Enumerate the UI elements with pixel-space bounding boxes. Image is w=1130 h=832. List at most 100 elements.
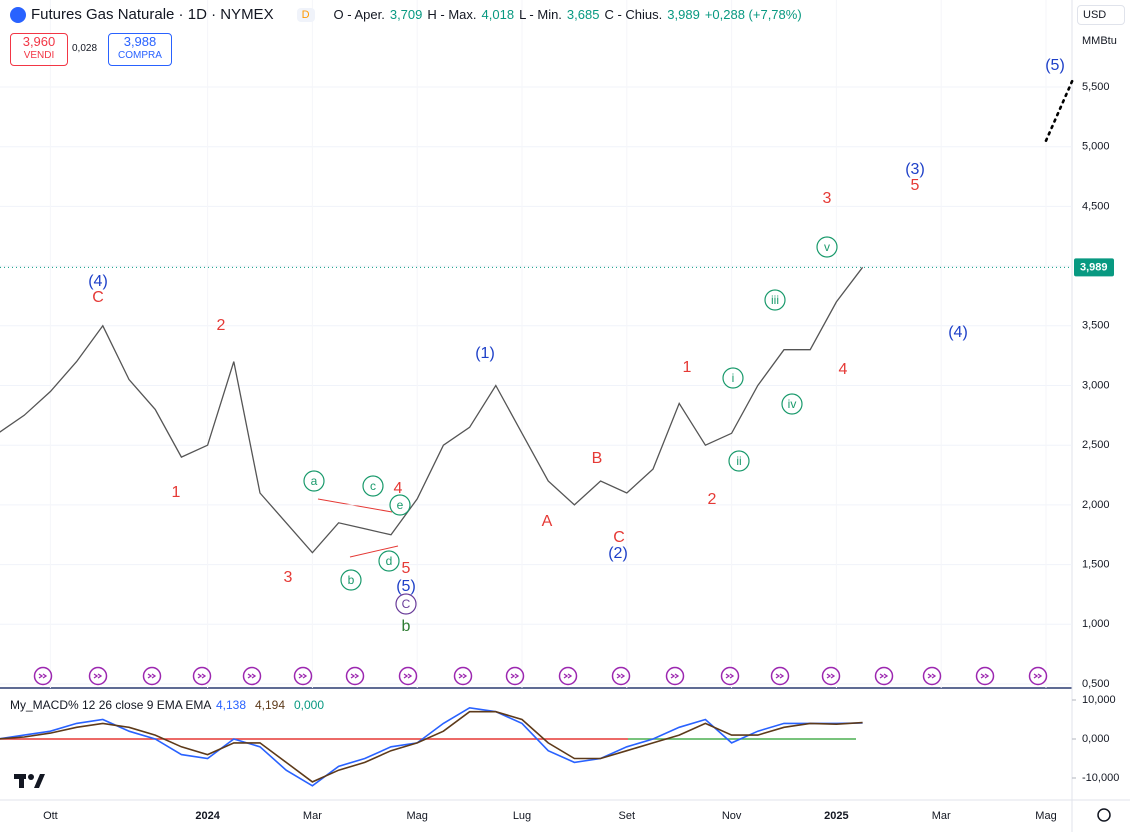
header: Futures Gas Naturale · 1D · NYMEX D O - … <box>10 6 802 23</box>
event-icon-arrow <box>93 673 103 679</box>
badge[interactable]: D <box>296 7 315 22</box>
triangle-line <box>317 498 393 513</box>
x-tick-label: Nov <box>722 810 742 822</box>
event-icon-arrow <box>403 673 413 679</box>
unit-select[interactable]: MMBtu <box>1082 35 1117 47</box>
event-icon-arrow <box>147 673 157 679</box>
wave-label: v <box>824 240 830 254</box>
wave-label: C <box>92 289 104 306</box>
event-icon-arrow <box>458 673 468 679</box>
wave-circle <box>362 475 384 497</box>
event-icon <box>821 666 841 686</box>
event-icon-arrow <box>775 673 785 679</box>
event-icon <box>398 666 418 686</box>
wave-label: e <box>397 498 404 512</box>
y-tick-label: 4,500 <box>1082 200 1110 212</box>
wave-label: (4) <box>88 273 108 290</box>
x-tick-label: Mar <box>932 810 951 822</box>
wave-label: 1 <box>172 484 181 501</box>
wave-circle <box>395 593 417 615</box>
event-icon <box>505 666 525 686</box>
wave-label: C <box>402 597 411 611</box>
event-icon-arrow <box>38 673 48 679</box>
wave-label: C <box>613 529 625 546</box>
event-icon <box>142 666 162 686</box>
y-tick-label: 0,000 <box>1082 733 1110 745</box>
wave-label: 4 <box>839 361 848 378</box>
wave-label: 5 <box>402 560 411 577</box>
ohlc-value: 3,685 <box>566 7 600 22</box>
wave-label: 2 <box>708 491 717 508</box>
event-icon <box>242 666 262 686</box>
event-icon <box>453 666 473 686</box>
ohlc-label: L - Min. <box>519 7 562 22</box>
wave-label: (4) <box>948 324 968 341</box>
line-series <box>1044 79 1074 142</box>
wave-label: d <box>386 554 393 568</box>
event-icon-arrow <box>298 673 308 679</box>
wave-label: c <box>370 479 376 493</box>
buy-price: 3,988 <box>123 34 157 49</box>
event-icon <box>1028 666 1048 686</box>
price-tag <box>1074 258 1114 277</box>
event-icon-arrow <box>247 673 257 679</box>
ohlc-value: 3,709 <box>389 7 423 22</box>
event-icon-arrow <box>980 673 990 679</box>
wave-label: iii <box>771 293 779 307</box>
event-icon-arrow <box>197 673 207 679</box>
x-tick-label: Lug <box>513 810 531 822</box>
wave-label: (1) <box>475 345 495 362</box>
sell-button[interactable]: 3,960 VENDI <box>10 33 68 66</box>
change: +0,288 (+7,78%) <box>704 7 802 22</box>
event-icon-arrow <box>879 673 889 679</box>
macd-value: 4,138 <box>216 698 246 712</box>
y-tick-label: 2,500 <box>1082 439 1110 451</box>
wave-label: a <box>311 474 318 488</box>
macd-title: My_MACD% 12 26 close 9 EMA EMA <box>10 698 211 712</box>
symbol-title: Futures Gas Naturale · 1D · NYMEX <box>31 6 274 23</box>
wave-circle <box>340 569 362 591</box>
event-icon-arrow <box>563 673 573 679</box>
logo <box>14 774 45 788</box>
wave-label: b <box>348 573 355 587</box>
sell-label: VENDI <box>23 50 55 61</box>
wave-circle <box>722 367 744 389</box>
wave-label: A <box>542 513 553 530</box>
currency-select[interactable]: USD <box>1077 5 1125 25</box>
y-tick-label: 2,000 <box>1082 499 1110 511</box>
wave-label: (3) <box>905 161 925 178</box>
buy-label: COMPRA <box>118 50 162 61</box>
event-icon <box>293 666 313 686</box>
y-tick-label: -10,000 <box>1082 772 1119 784</box>
event-icon-arrow <box>616 673 626 679</box>
wave-circle <box>378 550 400 572</box>
event-icon <box>558 666 578 686</box>
event-icon <box>922 666 942 686</box>
wave-label: (2) <box>608 545 628 562</box>
settings-icon[interactable] <box>1097 808 1111 822</box>
ohlc-value: 3,989 <box>667 7 700 22</box>
wave-label: i <box>732 371 735 385</box>
event-icon <box>770 666 790 686</box>
event-icon-arrow <box>1033 673 1043 679</box>
event-icon <box>88 666 108 686</box>
x-tick-label: Ott <box>43 810 58 822</box>
macd-value: 0,000 <box>294 698 324 712</box>
event-icon <box>874 666 894 686</box>
y-tick-label: 0,500 <box>1082 678 1110 690</box>
wave-label: 3 <box>823 190 832 207</box>
x-tick-label: Mag <box>406 810 427 822</box>
wave-circle <box>781 393 803 415</box>
triangle-line <box>349 545 399 558</box>
symbol-icon <box>10 6 26 23</box>
buy-button[interactable]: 3,988 COMPRA <box>108 33 172 66</box>
line-series <box>0 706 863 787</box>
wave-label: (5) <box>1045 57 1065 74</box>
y-tick-label: 1,000 <box>1082 618 1110 630</box>
wave-label: 2 <box>217 317 226 334</box>
event-icon-arrow <box>350 673 360 679</box>
ohlc-label: O - Aper. <box>333 7 385 22</box>
spread: 0,028 <box>72 43 98 54</box>
wave-label: 1 <box>683 359 692 376</box>
